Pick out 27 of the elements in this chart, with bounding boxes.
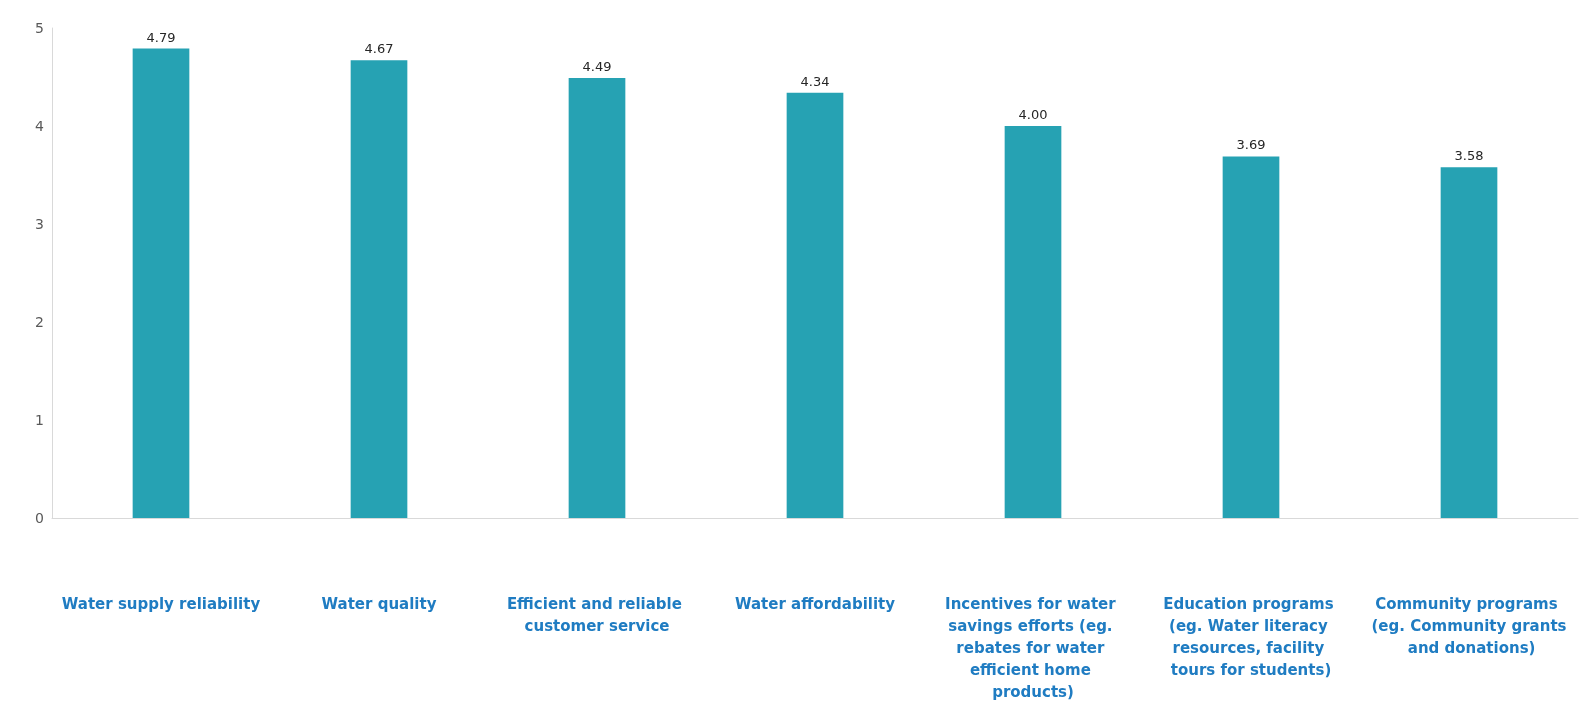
bar [1440,167,1498,518]
y-tick-label: 0 [35,510,44,526]
x-tick-label: Water affordability [734,595,896,613]
bar [1004,126,1062,518]
x-tick-label: Efficient and reliable customer service [506,595,688,635]
x-tick-label: Education programs (eg. Water literacy resources, facility tours for students) [1163,595,1339,679]
x-tick-label: Community programs (eg. Community grants and donations) [1371,595,1567,657]
x-tick-label: Water quality [321,595,437,613]
y-tick-label: 1 [35,412,44,428]
data-label: 4.79 [146,29,176,45]
y-tick-label: 4 [35,118,45,134]
y-tick-label: 5 [35,20,44,36]
bar [132,48,190,518]
data-label: 4.00 [1018,107,1048,122]
bar [350,60,408,518]
x-tick-label: Water supply reliability [61,595,261,613]
data-label: 4.67 [364,41,394,57]
data-label: 3.58 [1454,148,1484,164]
y-tick-label: 2 [35,314,44,330]
data-label: 4.49 [582,58,612,74]
x-tick-label: Incentives for water savings efforts (eg. rebates for water efficient home products) [945,595,1121,701]
bar [786,92,844,518]
y-tick-label: 3 [35,216,44,232]
bar [1222,156,1280,518]
data-label: 3.69 [1236,137,1266,153]
bar [568,77,626,518]
data-label: 4.34 [800,73,830,89]
